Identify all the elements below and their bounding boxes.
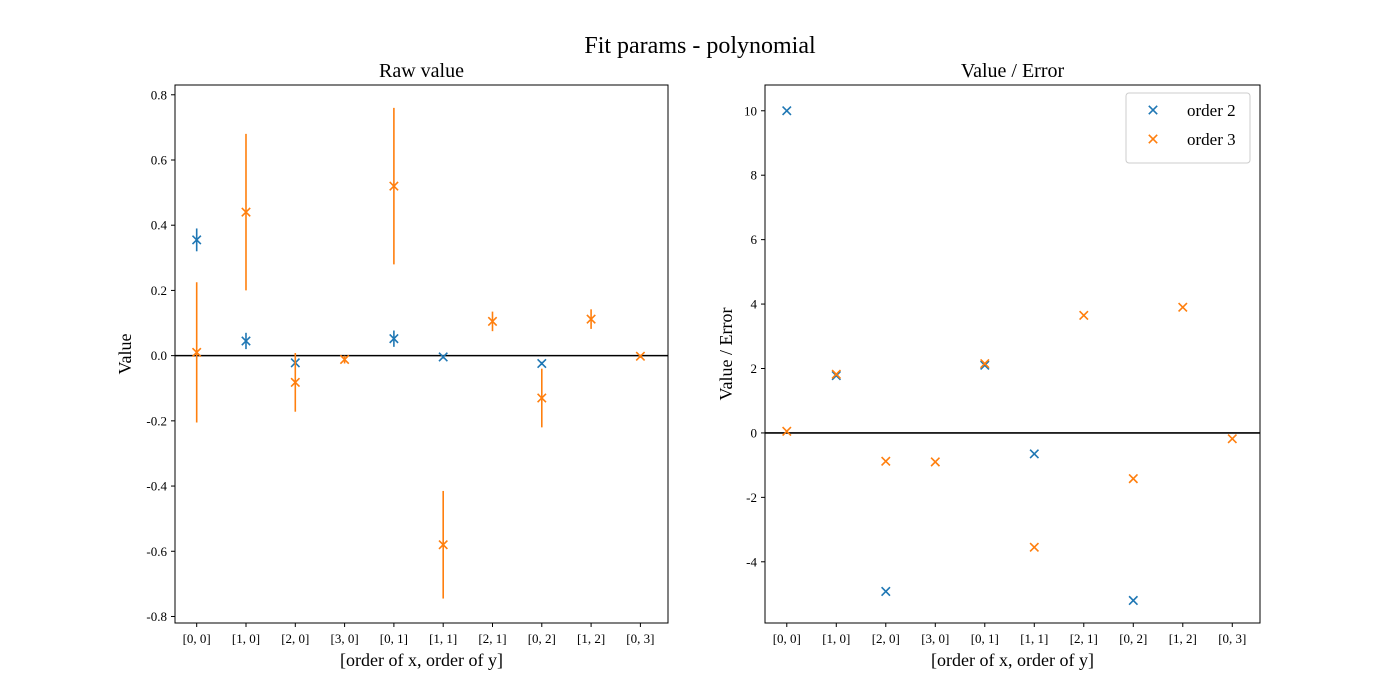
y-axis-label: Value	[115, 333, 135, 374]
y-tick-label: 10	[744, 103, 757, 118]
x-tick-label: [1, 0]	[232, 631, 260, 646]
y-tick-label: 6	[751, 232, 758, 247]
y-tick-label: 0.8	[151, 87, 167, 102]
y-tick-label: -0.6	[146, 544, 167, 559]
y-tick-label: 0.4	[151, 218, 168, 233]
x-tick-label: [3, 0]	[921, 631, 949, 646]
x-tick-label: [1, 2]	[1169, 631, 1197, 646]
figure-title: Fit params - polynomial	[584, 33, 816, 59]
y-tick-label: 0	[751, 425, 758, 440]
data-point	[241, 336, 251, 346]
data-point	[635, 351, 646, 362]
data-point	[782, 106, 792, 116]
y-tick-label: 4	[751, 297, 758, 312]
x-tick-label: [3, 0]	[331, 631, 359, 646]
y-tick-label: -0.4	[146, 479, 167, 494]
y-tick-label: 2	[751, 361, 758, 376]
axes-frame	[764, 84, 1261, 624]
x-tick-label: [0, 1]	[971, 631, 999, 646]
data-point	[1227, 433, 1238, 444]
x-tick-label: [1, 1]	[1020, 631, 1048, 646]
x-tick-label: [0, 0]	[773, 631, 801, 646]
y-axis-label: Value / Error	[716, 308, 736, 401]
data-point	[339, 354, 350, 365]
data-point	[980, 358, 990, 369]
x-tick-label: [0, 3]	[1218, 631, 1246, 646]
x-tick-label: [1, 0]	[822, 631, 850, 646]
data-point	[782, 426, 792, 437]
data-point	[831, 369, 842, 380]
data-point	[487, 316, 498, 327]
legend: order 2 order 3	[1125, 92, 1251, 164]
x-tick-label: [1, 1]	[429, 631, 457, 646]
x-axis-label: [order of x, order of y]	[340, 650, 503, 670]
legend-label: order 2	[1187, 101, 1236, 120]
data-point	[537, 358, 547, 369]
y-tick-label: 8	[751, 168, 758, 183]
x-tick-label: [1, 2]	[577, 631, 605, 646]
raw-value-panel: Raw value -0.8 -0.6 -0.4 -0.2 0.0 0.2 0.4 0.6 0.8…	[115, 60, 669, 670]
x-tick-label: [2, 0]	[281, 631, 309, 646]
data-point	[881, 456, 891, 467]
data-point	[1178, 302, 1188, 313]
data-point	[881, 586, 891, 597]
data-point	[980, 360, 990, 371]
y-tick-label: -0.2	[146, 413, 167, 428]
x-tick-label: [0, 2]	[528, 631, 556, 646]
data-point	[438, 539, 448, 550]
data-point	[389, 333, 399, 344]
x-axis-label: [order of x, order of y]	[931, 650, 1094, 670]
x-tick-label: [0, 0]	[183, 631, 211, 646]
data-point	[537, 393, 547, 403]
x-tick-label: [2, 1]	[1070, 631, 1098, 646]
data-point	[1128, 473, 1139, 484]
data-point	[241, 207, 251, 217]
x-tick-label: [2, 1]	[478, 631, 506, 646]
legend-marker	[1148, 105, 1158, 115]
data-point	[586, 314, 596, 324]
legend-box	[1125, 92, 1251, 164]
data-point	[438, 352, 448, 362]
data-point	[1029, 542, 1040, 553]
value-over-error-panel: Value / Error -4 -2 0 2 4 6 8 10 [0, 0] [1, 0] [2, …	[716, 60, 1261, 670]
x-tick-label: [0, 2]	[1119, 631, 1147, 646]
y-tick-label: -0.8	[146, 609, 167, 624]
y-tick-label: -4	[746, 554, 757, 569]
y-tick-label: 0.2	[151, 283, 167, 298]
x-tick-label: [0, 3]	[626, 631, 654, 646]
legend-marker	[1148, 134, 1158, 144]
axes-frame	[174, 84, 669, 624]
data-point	[1128, 595, 1139, 606]
panel-title: Raw value	[379, 60, 464, 82]
data-point	[831, 370, 842, 381]
x-tick-label: [2, 0]	[872, 631, 900, 646]
data-point	[930, 457, 941, 467]
panel-title: Value / Error	[961, 60, 1065, 82]
x-tick-label: [0, 1]	[380, 631, 408, 646]
data-point	[191, 347, 202, 358]
legend-label: order 3	[1187, 130, 1236, 149]
data-point	[389, 181, 399, 191]
data-point	[191, 235, 202, 245]
y-tick-label: -2	[746, 490, 757, 505]
data-point	[1079, 310, 1089, 321]
y-tick-label: 0.6	[151, 152, 168, 167]
y-tick-label: 0.0	[151, 348, 167, 363]
data-point	[1029, 449, 1040, 459]
data-point	[290, 377, 301, 388]
